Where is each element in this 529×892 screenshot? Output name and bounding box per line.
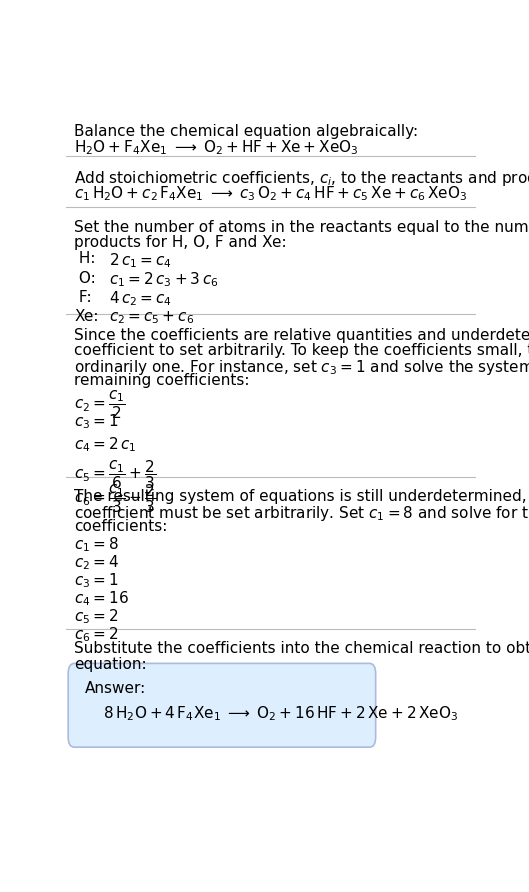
Text: $c_1 = 8$: $c_1 = 8$ xyxy=(74,535,119,554)
Text: $8\,\mathrm{H_2O} + 4\,\mathrm{F_4Xe_1} \;\longrightarrow\; \mathrm{O_2} + 16\,\: $8\,\mathrm{H_2O} + 4\,\mathrm{F_4Xe_1} … xyxy=(103,704,458,723)
Text: $c_5 = 2$: $c_5 = 2$ xyxy=(74,607,119,626)
Text: $4\,c_2 = c_4$: $4\,c_2 = c_4$ xyxy=(109,290,172,309)
Text: $c_1 = 2\,c_3 + 3\,c_6$: $c_1 = 2\,c_3 + 3\,c_6$ xyxy=(109,270,218,289)
Text: Balance the chemical equation algebraically:: Balance the chemical equation algebraica… xyxy=(74,124,418,139)
Text: products for H, O, F and Xe:: products for H, O, F and Xe: xyxy=(74,235,287,250)
Text: The resulting system of equations is still underdetermined, so an additional: The resulting system of equations is sti… xyxy=(74,489,529,504)
Text: Since the coefficients are relative quantities and underdetermined, choose a: Since the coefficients are relative quan… xyxy=(74,327,529,343)
Text: $c_6 = 2$: $c_6 = 2$ xyxy=(74,625,119,644)
Text: H:: H: xyxy=(74,252,96,267)
Text: O:: O: xyxy=(74,270,96,285)
Text: $2\,c_1 = c_4$: $2\,c_1 = c_4$ xyxy=(109,252,172,270)
Text: $c_2 = \dfrac{c_1}{2}$: $c_2 = \dfrac{c_1}{2}$ xyxy=(74,389,126,421)
Text: Answer:: Answer: xyxy=(85,681,146,696)
Text: $c_4 = 16$: $c_4 = 16$ xyxy=(74,590,129,608)
Text: F:: F: xyxy=(74,290,92,305)
Text: $c_3 = 1$: $c_3 = 1$ xyxy=(74,412,119,431)
Text: $c_6 = \dfrac{c_1}{3} - \dfrac{2}{3}$: $c_6 = \dfrac{c_1}{3} - \dfrac{2}{3}$ xyxy=(74,482,157,515)
Text: $\mathrm{H_2O + F_4Xe_1 \;\longrightarrow\; O_2 + HF + Xe + XeO_3}$: $\mathrm{H_2O + F_4Xe_1 \;\longrightarro… xyxy=(74,138,359,157)
Text: Xe:: Xe: xyxy=(74,309,99,324)
Text: $c_3 = 1$: $c_3 = 1$ xyxy=(74,572,119,590)
Text: coefficient must be set arbitrarily. Set $c_1 = 8$ and solve for the remaining: coefficient must be set arbitrarily. Set… xyxy=(74,504,529,523)
Text: Add stoichiometric coefficients, $c_i$, to the reactants and products:: Add stoichiometric coefficients, $c_i$, … xyxy=(74,169,529,188)
Text: $c_2 = 4$: $c_2 = 4$ xyxy=(74,553,120,572)
Text: Set the number of atoms in the reactants equal to the number of atoms in the: Set the number of atoms in the reactants… xyxy=(74,219,529,235)
Text: $c_2 = c_5 + c_6$: $c_2 = c_5 + c_6$ xyxy=(109,309,194,326)
Text: coefficients:: coefficients: xyxy=(74,519,168,534)
Text: $c_5 = \dfrac{c_1}{6} + \dfrac{2}{3}$: $c_5 = \dfrac{c_1}{6} + \dfrac{2}{3}$ xyxy=(74,458,157,491)
Text: Substitute the coefficients into the chemical reaction to obtain the balanced: Substitute the coefficients into the che… xyxy=(74,641,529,657)
FancyBboxPatch shape xyxy=(68,664,376,747)
Text: coefficient to set arbitrarily. To keep the coefficients small, the arbitrary va: coefficient to set arbitrarily. To keep … xyxy=(74,343,529,358)
Text: $c_4 = 2\,c_1$: $c_4 = 2\,c_1$ xyxy=(74,435,137,454)
Text: ordinarily one. For instance, set $c_3 = 1$ and solve the system of equations fo: ordinarily one. For instance, set $c_3 =… xyxy=(74,358,529,376)
Text: equation:: equation: xyxy=(74,657,147,672)
Text: remaining coefficients:: remaining coefficients: xyxy=(74,373,250,388)
Text: $c_1\,\mathrm{H_2O} + c_2\,\mathrm{F_4Xe_1} \;\longrightarrow\; c_3\,\mathrm{O_2: $c_1\,\mathrm{H_2O} + c_2\,\mathrm{F_4Xe… xyxy=(74,184,468,202)
